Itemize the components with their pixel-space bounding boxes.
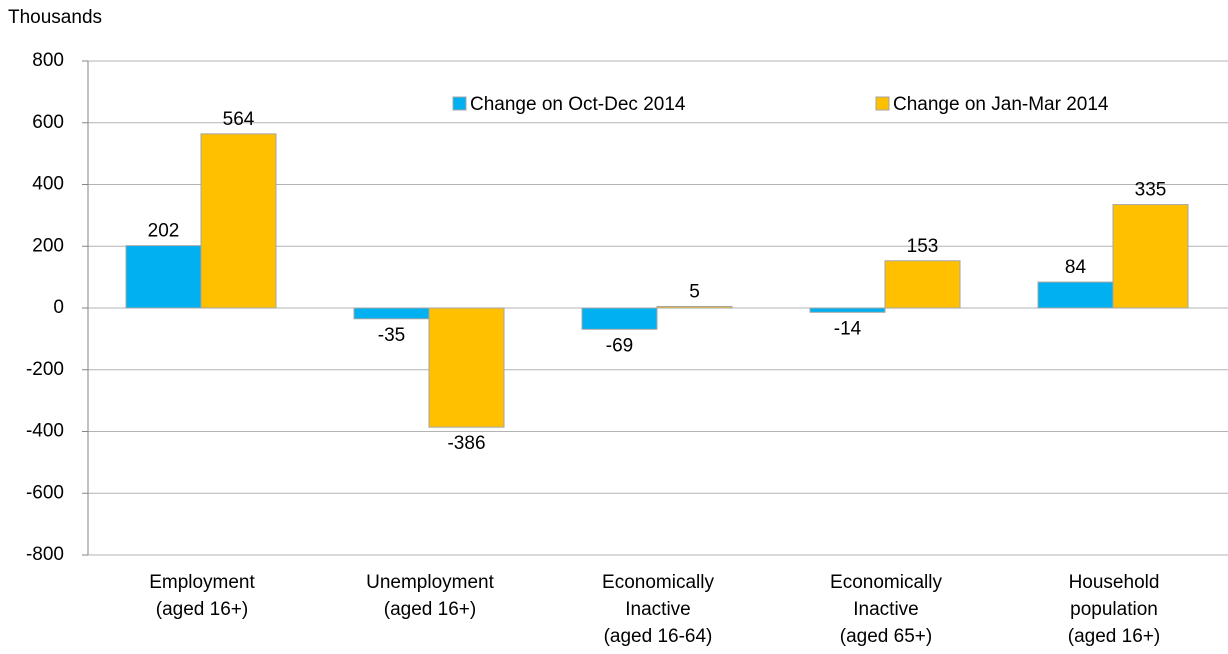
x-tick-label: Unemployment — [366, 572, 494, 593]
x-tick-label: Economically — [830, 572, 942, 593]
bar — [125, 245, 202, 309]
data-label: 153 — [907, 236, 939, 257]
data-label: -35 — [378, 325, 405, 346]
y-tick-label: 400 — [32, 174, 64, 195]
bar — [1037, 281, 1114, 309]
x-tick-label: (aged 16+) — [156, 599, 248, 620]
bar — [353, 307, 430, 320]
legend-label: Change on Oct-Dec 2014 — [470, 94, 686, 115]
x-tick-label: Employment — [149, 572, 255, 593]
data-label: 202 — [148, 221, 180, 242]
bar — [809, 307, 886, 313]
x-tick-label: Economically — [602, 572, 714, 593]
y-axis-title: Thousands — [8, 7, 102, 28]
y-tick-label: 600 — [32, 112, 64, 133]
bar — [581, 307, 658, 330]
y-tick-label: -200 — [26, 359, 64, 380]
data-label: -386 — [447, 433, 485, 454]
data-label: 335 — [1135, 180, 1167, 201]
x-tick-label: Household — [1069, 572, 1160, 593]
data-label: -69 — [606, 335, 633, 356]
legend-swatch — [875, 96, 890, 111]
bar — [884, 260, 961, 309]
y-tick-label: 200 — [32, 235, 64, 256]
x-tick-label: (aged 16+) — [384, 599, 476, 620]
x-tick-label: (aged 16-64) — [604, 626, 713, 647]
y-tick-label: -400 — [26, 421, 64, 442]
x-tick-label: (aged 16+) — [1068, 626, 1160, 647]
data-label: 5 — [689, 281, 700, 302]
x-tick-label: Inactive — [625, 599, 690, 620]
legend-swatch — [452, 96, 467, 111]
y-tick-label: 800 — [32, 50, 64, 71]
legend-label: Change on Jan-Mar 2014 — [893, 94, 1109, 115]
data-label: -14 — [834, 318, 862, 339]
bar — [656, 305, 733, 309]
x-tick-label: Inactive — [853, 599, 918, 620]
data-label: 84 — [1065, 257, 1087, 278]
bar — [1112, 204, 1189, 309]
x-tick-label: population — [1070, 599, 1158, 620]
data-label: 564 — [223, 109, 255, 130]
y-tick-label: -800 — [26, 544, 64, 565]
bar — [200, 133, 277, 309]
y-tick-label: -600 — [26, 482, 64, 503]
y-tick-label: 0 — [53, 297, 64, 318]
bar — [428, 307, 505, 428]
x-tick-label: (aged 65+) — [840, 626, 932, 647]
